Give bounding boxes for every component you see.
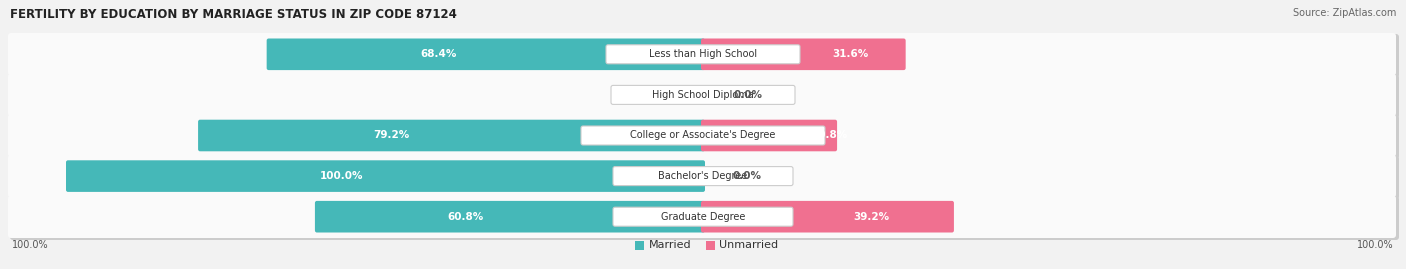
FancyBboxPatch shape — [10, 115, 1399, 159]
FancyBboxPatch shape — [606, 45, 800, 64]
FancyBboxPatch shape — [8, 74, 1396, 116]
Text: 100.0%: 100.0% — [319, 171, 363, 181]
Text: Unmarried: Unmarried — [720, 239, 779, 250]
Text: 0.0%: 0.0% — [734, 90, 762, 100]
FancyBboxPatch shape — [613, 207, 793, 226]
Text: Less than High School: Less than High School — [650, 49, 756, 59]
FancyBboxPatch shape — [10, 196, 1399, 240]
FancyBboxPatch shape — [8, 114, 1396, 157]
FancyBboxPatch shape — [702, 38, 905, 70]
FancyBboxPatch shape — [702, 201, 953, 232]
FancyBboxPatch shape — [612, 85, 794, 104]
Text: 100.0%: 100.0% — [13, 240, 49, 250]
Text: 20.8%: 20.8% — [811, 130, 848, 140]
FancyBboxPatch shape — [8, 155, 1396, 197]
Text: FERTILITY BY EDUCATION BY MARRIAGE STATUS IN ZIP CODE 87124: FERTILITY BY EDUCATION BY MARRIAGE STATU… — [10, 8, 457, 21]
FancyBboxPatch shape — [706, 240, 714, 250]
FancyBboxPatch shape — [581, 126, 825, 145]
FancyBboxPatch shape — [10, 34, 1399, 77]
FancyBboxPatch shape — [315, 201, 704, 232]
FancyBboxPatch shape — [702, 120, 837, 151]
FancyBboxPatch shape — [10, 75, 1399, 118]
Text: 79.2%: 79.2% — [374, 130, 409, 140]
Text: 60.8%: 60.8% — [449, 212, 484, 222]
FancyBboxPatch shape — [636, 240, 644, 250]
Text: Bachelor's Degree: Bachelor's Degree — [658, 171, 748, 181]
Text: High School Diploma: High School Diploma — [652, 90, 754, 100]
FancyBboxPatch shape — [8, 195, 1396, 238]
Text: Married: Married — [650, 239, 692, 250]
Text: 31.6%: 31.6% — [832, 49, 869, 59]
FancyBboxPatch shape — [613, 167, 793, 186]
Text: 0.0%: 0.0% — [733, 171, 762, 181]
FancyBboxPatch shape — [10, 156, 1399, 199]
Text: 68.4%: 68.4% — [420, 49, 457, 59]
Text: 39.2%: 39.2% — [853, 212, 890, 222]
Text: College or Associate's Degree: College or Associate's Degree — [630, 130, 776, 140]
FancyBboxPatch shape — [267, 38, 704, 70]
FancyBboxPatch shape — [8, 33, 1396, 76]
Text: 100.0%: 100.0% — [1357, 240, 1393, 250]
Text: Graduate Degree: Graduate Degree — [661, 212, 745, 222]
FancyBboxPatch shape — [198, 120, 704, 151]
FancyBboxPatch shape — [66, 160, 704, 192]
Text: Source: ZipAtlas.com: Source: ZipAtlas.com — [1292, 8, 1396, 18]
